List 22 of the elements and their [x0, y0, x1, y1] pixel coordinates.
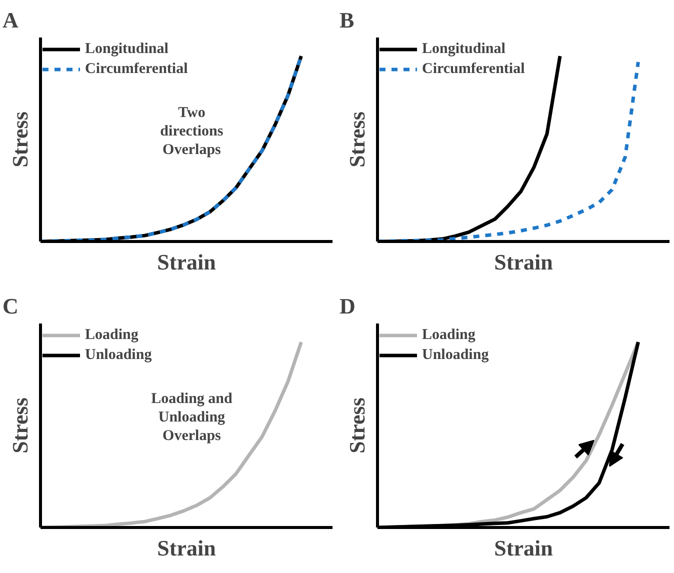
y-axis-title: Stress [344, 397, 370, 454]
y-axis-title: Stress [344, 111, 370, 168]
annotation: Two directions Overlaps [160, 104, 224, 158]
x-axis-title: Strain [157, 536, 216, 560]
chart-title: A [2, 8, 18, 32]
legend-label: Longitudinal [85, 40, 168, 58]
legend-label: Loading [422, 326, 476, 344]
legend-label: Loading [85, 326, 138, 344]
legend-label: Circumferential [422, 60, 525, 78]
chart-title: B [340, 8, 354, 32]
legend-label: Circumferential [85, 60, 188, 78]
annotation: Loading and Unloading Overlaps [151, 390, 234, 444]
x-axis-title: Strain [494, 250, 553, 274]
chart-title: C [2, 294, 18, 318]
y-axis-title: Stress [8, 397, 32, 454]
legend-label: Longitudinal [422, 40, 506, 58]
x-axis-title: Strain [157, 250, 216, 274]
x-axis-title: Strain [494, 536, 553, 560]
y-axis-title: Stress [8, 111, 32, 168]
chart-title: D [340, 294, 356, 318]
legend-label: Unloading [85, 346, 152, 364]
legend-label: Unloading [422, 346, 489, 364]
